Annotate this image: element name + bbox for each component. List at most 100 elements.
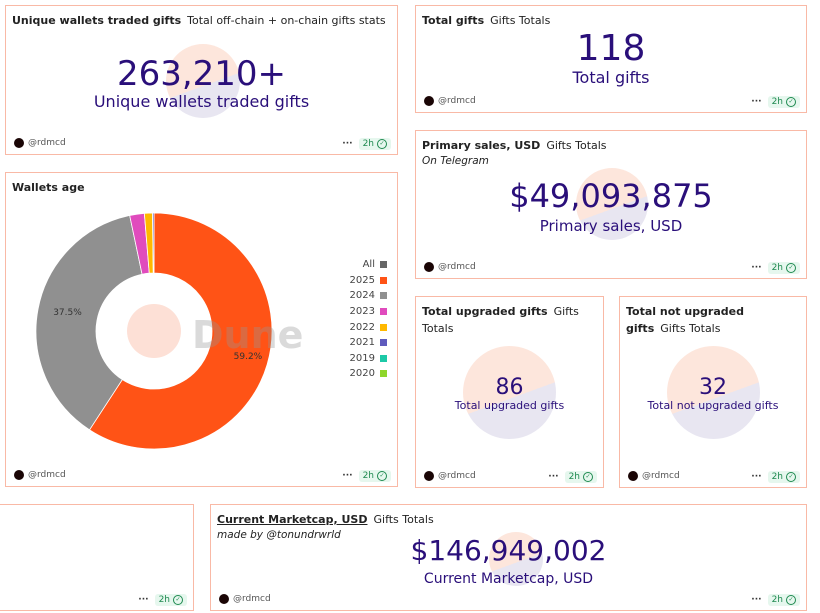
watermark-logo bbox=[127, 304, 181, 358]
counter-label: Total not upgraded gifts bbox=[647, 399, 779, 412]
counter-label: Unique wallets traded gifts bbox=[93, 92, 310, 111]
legend-label: 2020 bbox=[349, 368, 375, 380]
wallets-age-card: Wallets age 59.2% 37.5% Dune All 2025 2024 2… bbox=[5, 172, 398, 487]
refresh-badge[interactable]: 2h ✓ bbox=[154, 594, 187, 606]
legend-item-2023[interactable]: 2023 bbox=[350, 304, 387, 320]
data-label: 37.5% bbox=[53, 308, 82, 318]
pie-slice-2025[interactable] bbox=[88, 212, 273, 450]
more-button[interactable]: ··· bbox=[342, 139, 353, 149]
pie-slice-2021[interactable] bbox=[152, 212, 155, 274]
more-button[interactable]: ··· bbox=[342, 471, 353, 481]
counter-value: 118 bbox=[576, 28, 646, 69]
legend-swatch bbox=[380, 308, 387, 316]
card-title[interactable]: Primary sales, USD bbox=[422, 139, 541, 152]
legend-item-2022[interactable]: 2022 bbox=[350, 319, 387, 335]
check-icon: ✓ bbox=[377, 139, 387, 149]
age: 2h bbox=[771, 472, 783, 482]
author[interactable]: @rdmcd bbox=[28, 138, 66, 148]
author[interactable]: @rdmcd bbox=[28, 470, 66, 480]
refresh-badge[interactable]: 2h ✓ bbox=[767, 471, 800, 483]
refresh-badge[interactable]: 2h ✓ bbox=[767, 594, 800, 606]
author[interactable]: @rdmcd bbox=[438, 471, 476, 481]
card-subtitle: Gifts Totals bbox=[490, 14, 551, 27]
legend-swatch bbox=[380, 354, 387, 362]
more-button[interactable]: ··· bbox=[138, 595, 149, 605]
card-title[interactable]: Total upgraded gifts bbox=[422, 305, 548, 318]
legend-item-2020[interactable]: 2020 bbox=[350, 366, 387, 382]
check-icon: ✓ bbox=[786, 97, 796, 107]
counter-value: 86 bbox=[495, 375, 524, 400]
card-title[interactable]: Current Marketcap, USD bbox=[217, 513, 368, 526]
refresh-badge[interactable]: 2h ✓ bbox=[358, 470, 391, 482]
card-title[interactable]: Total not upgraded gifts bbox=[626, 305, 744, 335]
legend-swatch bbox=[380, 370, 387, 378]
more-button[interactable]: ··· bbox=[751, 97, 762, 107]
more-button[interactable]: ··· bbox=[751, 472, 762, 482]
legend-label: 2022 bbox=[349, 321, 375, 333]
counter-label: Total gifts bbox=[572, 68, 650, 87]
legend-item-2025[interactable]: 2025 bbox=[350, 273, 387, 289]
counter-label: Current Marketcap, USD bbox=[423, 571, 594, 587]
refresh-badge[interactable]: 2h ✓ bbox=[564, 471, 597, 483]
legend-label: 2023 bbox=[349, 306, 375, 318]
card-subtitle: Total off-chain + on-chain gifts stats bbox=[187, 14, 386, 27]
check-icon: ✓ bbox=[786, 263, 796, 273]
author[interactable]: @rdmcd bbox=[438, 96, 476, 106]
author[interactable]: @rdmcd bbox=[642, 471, 680, 481]
counter-value: 32 bbox=[699, 375, 727, 400]
wallets-age-pie-chart: 59.2% 37.5% bbox=[35, 212, 273, 450]
avatar[interactable] bbox=[219, 594, 229, 604]
avatar[interactable] bbox=[424, 262, 434, 272]
refresh-badge[interactable]: 2h ✓ bbox=[767, 96, 800, 108]
card-title[interactable]: Total gifts bbox=[422, 14, 485, 27]
age: 2h bbox=[771, 97, 783, 107]
card-subtitle: Gifts Totals bbox=[546, 139, 607, 152]
total-gifts-card: Total gifts Gifts Totals 118 Total gifts … bbox=[415, 5, 807, 113]
more-button[interactable]: ··· bbox=[548, 472, 559, 482]
legend-swatch bbox=[380, 261, 387, 269]
pie-slice-2024[interactable] bbox=[35, 215, 143, 431]
not-upgraded-gifts-card: Total not upgraded gifts Gifts Totals 32 … bbox=[619, 296, 807, 488]
legend-label: All bbox=[362, 259, 375, 271]
refresh-badge[interactable]: 2h ✓ bbox=[358, 138, 391, 150]
legend-item-2024[interactable]: 2024 bbox=[350, 288, 387, 304]
avatar[interactable] bbox=[628, 471, 638, 481]
avatar[interactable] bbox=[14, 138, 24, 148]
counter-value: 263,210+ bbox=[116, 54, 287, 94]
check-icon: ✓ bbox=[377, 471, 387, 481]
author[interactable]: @rdmcd bbox=[233, 594, 271, 604]
check-icon: ✓ bbox=[583, 472, 593, 482]
age: 2h bbox=[771, 263, 783, 273]
marketcap-card: Current Marketcap, USD Gifts Totals made … bbox=[210, 504, 807, 611]
legend-item-2021[interactable]: 2021 bbox=[350, 335, 387, 351]
more-button[interactable]: ··· bbox=[751, 595, 762, 605]
author[interactable]: @rdmcd bbox=[438, 262, 476, 272]
age: 2h bbox=[568, 472, 580, 482]
card-title[interactable]: Unique wallets traded gifts bbox=[12, 14, 182, 27]
legend-swatch bbox=[380, 339, 387, 347]
primary-sales-card: Primary sales, USD Gifts Totals On Telegr… bbox=[415, 130, 807, 279]
avatar[interactable] bbox=[424, 96, 434, 106]
age: 2h bbox=[158, 595, 170, 605]
watermark-logo bbox=[576, 168, 648, 240]
more-button[interactable]: ··· bbox=[751, 263, 762, 273]
counter-label: Total upgraded gifts bbox=[454, 399, 565, 412]
avatar[interactable] bbox=[14, 470, 24, 480]
partial-card: ··· 2h ✓ bbox=[0, 504, 194, 611]
check-icon: ✓ bbox=[786, 595, 796, 605]
check-icon: ✓ bbox=[173, 595, 183, 605]
data-label: 59.2% bbox=[234, 352, 263, 362]
legend-item-All[interactable]: All bbox=[350, 257, 387, 273]
watermark-logo bbox=[667, 346, 760, 439]
counter-label: Primary sales, USD bbox=[539, 217, 683, 235]
legend-item-2019[interactable]: 2019 bbox=[350, 351, 387, 367]
chart-title[interactable]: Wallets age bbox=[12, 181, 85, 194]
refresh-badge[interactable]: 2h ✓ bbox=[767, 262, 800, 274]
unique-wallets-card: Unique wallets traded gifts Total off-cha… bbox=[5, 5, 398, 155]
counter-value: $146,949,002 bbox=[410, 534, 607, 567]
upgraded-gifts-card: Total upgraded gifts Gifts Totals 86 Tota… bbox=[415, 296, 604, 488]
legend-swatch bbox=[380, 276, 387, 284]
watermark-logo bbox=[463, 346, 556, 439]
avatar[interactable] bbox=[424, 471, 434, 481]
card-subtitle: Gifts Totals bbox=[373, 513, 434, 526]
